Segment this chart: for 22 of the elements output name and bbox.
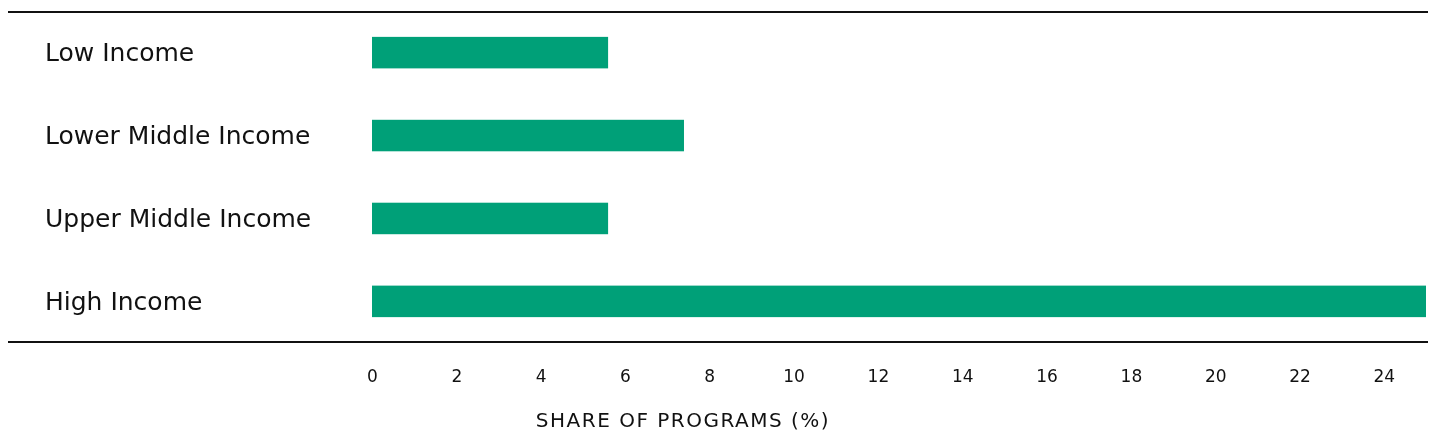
y-tick-label: High Income — [45, 287, 203, 317]
x-axis-title: SHARE OF PROGRAMS (%) — [535, 408, 831, 432]
bar — [372, 36, 609, 69]
x-tick-label: 18 — [1120, 366, 1143, 387]
bar — [372, 202, 609, 235]
x-tick-label: 24 — [1373, 366, 1396, 387]
x-tick-label: 12 — [867, 366, 890, 387]
bar — [372, 285, 1426, 318]
x-tick-label: 22 — [1289, 366, 1311, 387]
x-tick-label: 8 — [704, 366, 716, 387]
y-tick-label: Low Income — [45, 38, 195, 68]
x-tick-label: 2 — [451, 366, 463, 387]
x-tick-label: 6 — [620, 366, 631, 387]
x-tick-label: 0 — [367, 366, 378, 387]
x-tick-label: 14 — [951, 366, 974, 387]
x-tick-label: 16 — [1036, 366, 1058, 387]
y-tick-label: Lower Middle Income — [45, 121, 311, 151]
x-tick-label: 4 — [535, 366, 547, 387]
x-tick-label: 20 — [1204, 366, 1227, 387]
y-tick-label: Upper Middle Income — [45, 204, 312, 234]
x-tick-label: 10 — [783, 366, 805, 387]
bar — [372, 119, 684, 152]
